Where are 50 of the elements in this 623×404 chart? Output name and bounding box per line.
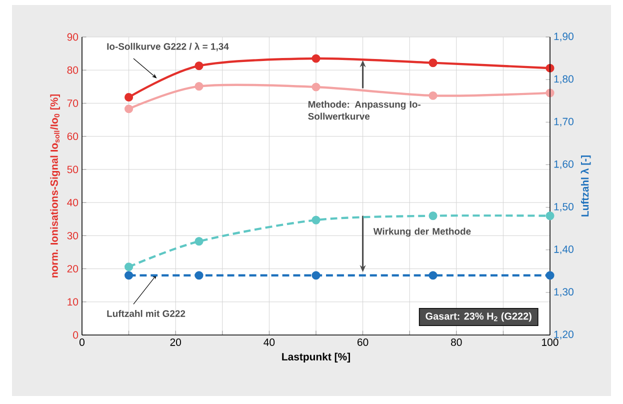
y2-tick-label: 1,40	[554, 246, 574, 254]
point	[124, 271, 134, 280]
point	[124, 104, 134, 114]
point	[312, 54, 320, 63]
y2-tick-label: 1,20	[554, 330, 574, 340]
y-tick-label: 80	[67, 66, 78, 74]
point	[428, 271, 438, 280]
y2-tick-label: 1,90	[554, 32, 574, 42]
y-tick-label: 40	[67, 198, 78, 206]
point	[194, 237, 204, 246]
y-tick-label: 90	[67, 33, 78, 41]
point	[428, 58, 438, 68]
point	[546, 271, 554, 280]
y-tick-label: 60	[67, 132, 78, 140]
y-axis-title: norm. Ionisations-Signal Io$_{soll}$/Io$_{0}$ [%]	[50, 94, 60, 278]
y2-tick-label: 1,80	[554, 75, 574, 84]
y-tick-label: 50	[67, 166, 78, 174]
point	[546, 212, 554, 220]
point	[428, 212, 438, 220]
y-tick-label: 0	[73, 331, 78, 339]
x-tick-label: 0	[80, 338, 84, 346]
y-tick-label: 70	[67, 100, 78, 107]
point	[194, 82, 204, 91]
x-tick-label: 20	[170, 338, 182, 346]
y2-tick-label: 1,30	[554, 288, 574, 297]
point	[124, 262, 134, 272]
x-tick-label: 60	[358, 338, 368, 346]
point	[124, 92, 134, 102]
x-axis-title: Lastpunkt [%]	[282, 352, 350, 363]
point	[428, 91, 438, 100]
point	[312, 82, 320, 92]
y2-tick-label: 1,60	[554, 160, 574, 170]
point	[194, 271, 204, 280]
x-tick-label: 80	[451, 338, 462, 346]
point	[312, 271, 320, 280]
y2-tick-label: 1,50	[554, 202, 574, 212]
x-tick-label: 40	[264, 338, 275, 346]
annotation: Io-Sollkurve G222 / λ = 1,34	[107, 42, 229, 52]
y-tick-label: 10	[68, 298, 78, 306]
annotation: Wirkung der Methode	[373, 228, 471, 237]
point	[194, 62, 204, 70]
y-tick-label: 20	[67, 265, 78, 272]
annotation: Luftzahl mit G222	[107, 310, 186, 317]
y2-tick-label: 1,70	[554, 118, 574, 126]
point	[312, 216, 320, 224]
annotation: Gasart: 23% H$_{2}$ (G222)	[426, 312, 532, 322]
annotation: Methode: Anpassung Io-Sollwertkurve	[308, 100, 421, 120]
y2-axis-title: Luftzahl λ [-]	[580, 156, 591, 216]
x-tick-label: 100	[542, 338, 558, 346]
y-tick-label: 30	[67, 232, 78, 240]
